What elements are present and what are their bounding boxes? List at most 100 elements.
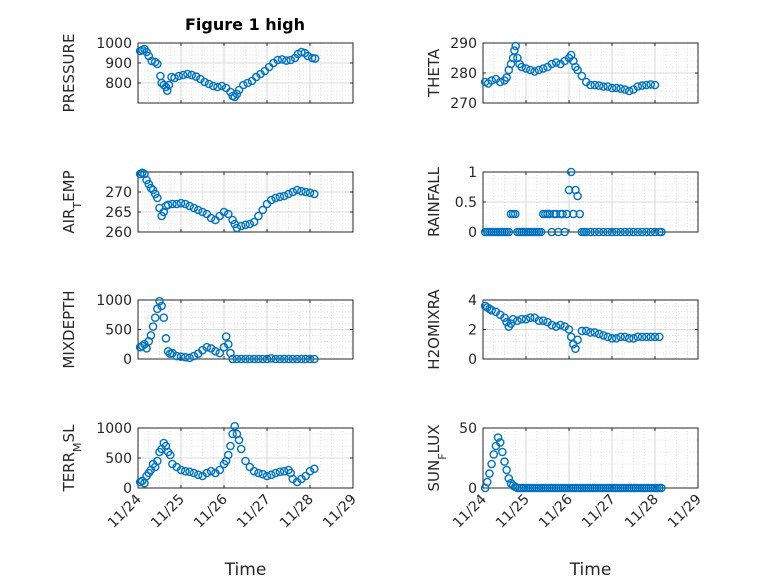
data-point: [612, 334, 621, 343]
data-point: [206, 213, 216, 223]
data-point: [620, 85, 630, 94]
data-point: [502, 73, 511, 82]
data-point: [232, 223, 242, 233]
data-point: [223, 339, 233, 349]
data-point: [215, 348, 224, 358]
data-point: [508, 314, 518, 324]
data-point: [633, 82, 643, 91]
data-point: [234, 85, 244, 95]
data-point: [288, 354, 298, 364]
data-point: [185, 353, 194, 363]
data-point: [292, 354, 302, 364]
data-point: [624, 227, 634, 237]
x-tick-label: 11/25: [493, 492, 533, 532]
data-point: [551, 322, 561, 331]
y-tick-label: 2: [468, 323, 477, 339]
data-point: [590, 328, 600, 337]
y-axis-label: PRESSURE: [60, 34, 78, 113]
data-point: [277, 55, 287, 64]
data-point: [202, 342, 212, 352]
data-point: [633, 227, 643, 237]
data-series: [135, 296, 319, 364]
data-point: [275, 467, 285, 477]
data-point: [310, 54, 320, 63]
y-tick-label: 280: [450, 66, 477, 82]
data-point: [599, 82, 608, 91]
data-point: [217, 81, 227, 91]
y-tick-label: 260: [105, 225, 132, 241]
data-point: [599, 227, 608, 237]
data-point: [620, 227, 630, 237]
data-point: [163, 200, 173, 210]
data-point: [228, 429, 237, 439]
data-point: [577, 326, 587, 336]
data-point: [159, 313, 169, 323]
data-point: [616, 227, 625, 237]
data-point: [612, 83, 621, 93]
data-point: [560, 227, 570, 237]
subplot-theta: 270 280 290 THETA: [425, 36, 699, 112]
data-point: [180, 466, 190, 476]
data-point: [275, 354, 285, 364]
y-tick-label: 900: [105, 56, 132, 72]
y-tick-label: 0: [468, 481, 477, 497]
x-axis-label: Time: [224, 560, 267, 580]
data-point: [297, 47, 306, 57]
subplot-pressure: 800 900 1000 PRESSURE: [60, 34, 354, 113]
data-point: [165, 450, 175, 460]
x-tick-label: 11/26: [191, 491, 231, 531]
data-point: [629, 227, 638, 237]
data-point: [646, 227, 656, 237]
y-tick-label: 500: [105, 323, 132, 339]
data-point: [241, 220, 250, 230]
data-point: [517, 314, 527, 324]
data-point: [279, 191, 289, 201]
data-point: [200, 77, 209, 87]
data-point: [612, 227, 621, 237]
y-tick-label: 50: [459, 421, 477, 437]
data-point: [168, 199, 177, 209]
data-point: [183, 69, 192, 79]
data-point: [594, 329, 604, 339]
data-point: [564, 325, 574, 334]
data-point: [163, 347, 173, 356]
data-point: [309, 354, 319, 364]
data-point: [176, 198, 186, 208]
data-point: [230, 421, 240, 431]
data-point: [254, 468, 263, 478]
data-point: [586, 227, 595, 237]
data-point: [547, 59, 557, 69]
y-axis-label: AIRTEMP: [60, 170, 84, 233]
data-point: [206, 466, 216, 476]
data-point: [303, 51, 313, 61]
data-point: [172, 199, 181, 209]
data-point: [266, 195, 276, 205]
data-point: [489, 450, 499, 459]
y-tick-label: 0: [123, 352, 132, 368]
data-point: [599, 331, 608, 340]
x-axis-label: Time: [569, 560, 612, 580]
data-point: [590, 227, 600, 237]
data-point: [487, 459, 496, 469]
data-point: [510, 209, 520, 219]
data-point: [498, 447, 507, 457]
data-point: [286, 55, 295, 65]
x-tick-label: 11/25: [148, 492, 188, 532]
data-point: [234, 435, 244, 445]
y-tick-label: 4: [468, 293, 477, 309]
data-point: [161, 334, 171, 343]
data-point: [301, 187, 311, 197]
data-point: [189, 203, 199, 213]
y-tick-label: 0.5: [455, 195, 477, 211]
data-point: [566, 167, 576, 177]
x-tick-label: 11/27: [234, 492, 274, 532]
data-point: [262, 354, 272, 364]
data-point: [275, 192, 285, 202]
data-series: [135, 421, 319, 488]
data-point: [493, 433, 503, 442]
data-point: [153, 456, 162, 466]
subplot-rainfall: 0 0.5 1 RAINFALL: [425, 165, 699, 241]
data-point: [607, 334, 617, 343]
data-point: [219, 207, 229, 217]
